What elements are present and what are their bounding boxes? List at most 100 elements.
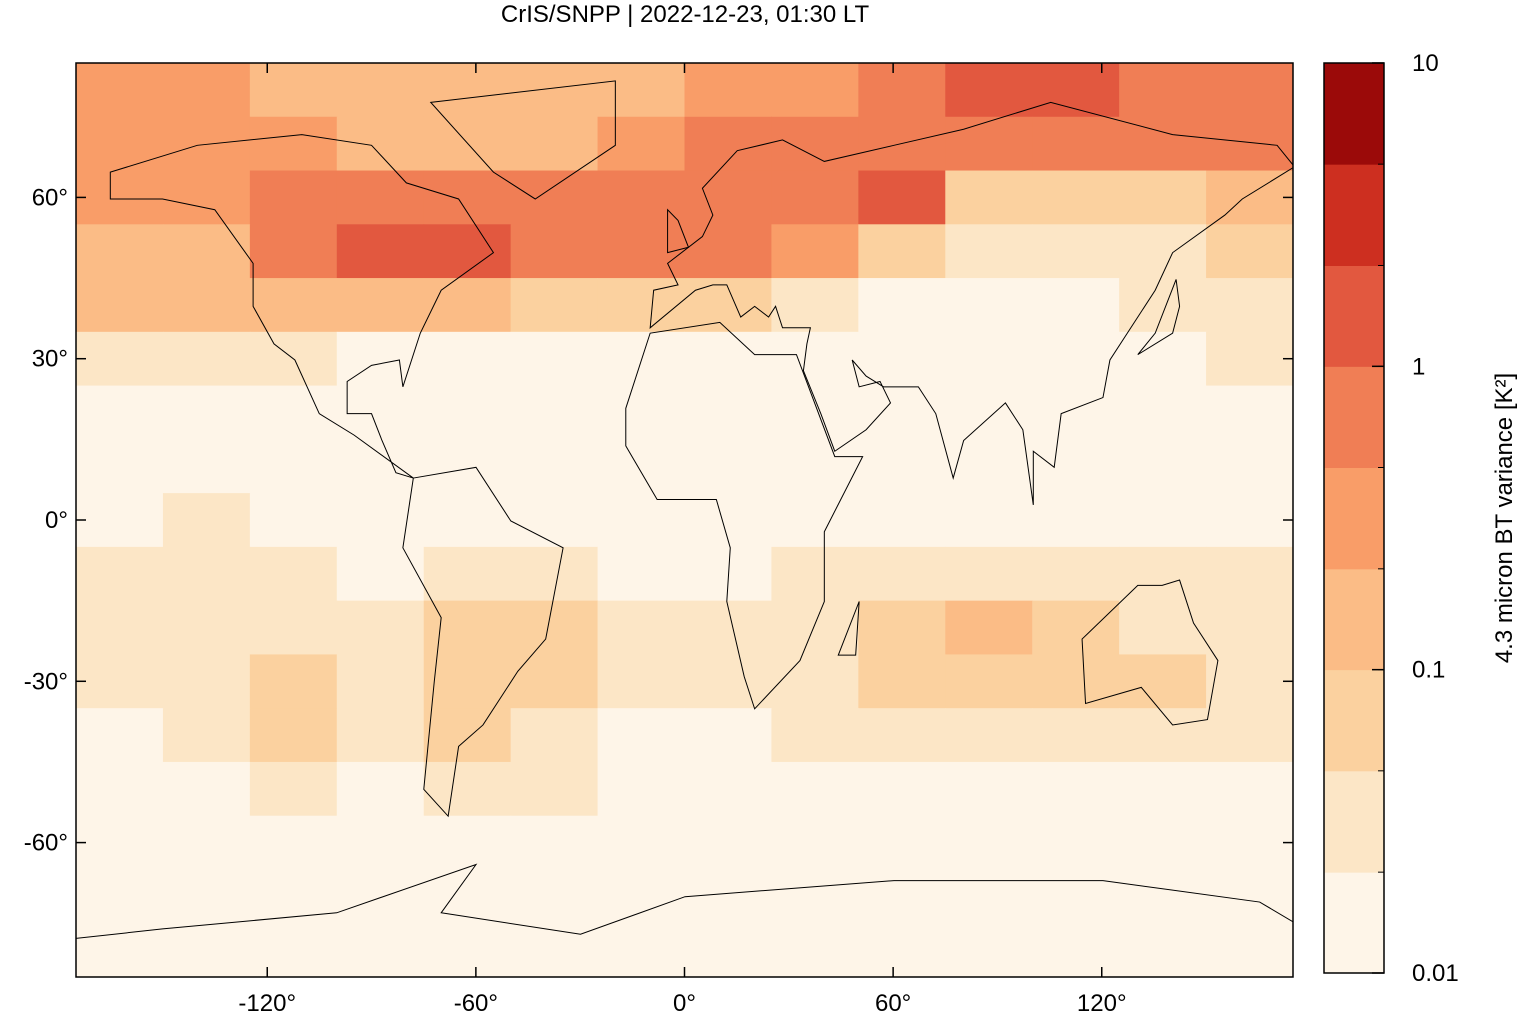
heatmap-cell	[76, 815, 164, 870]
heatmap-cell	[336, 546, 425, 602]
heatmap-cell	[597, 869, 685, 924]
heatmap-cell	[510, 331, 599, 387]
heatmap-cell	[1119, 278, 1207, 333]
heatmap-cell	[249, 761, 338, 817]
heatmap-cell	[1119, 815, 1207, 870]
heatmap-cell	[684, 869, 772, 924]
heatmap-cell	[249, 385, 338, 440]
heatmap-cell	[1032, 170, 1120, 225]
heatmap-cell	[858, 654, 946, 709]
heatmap-cell	[76, 63, 164, 118]
heatmap-cell	[1032, 708, 1120, 763]
y-tick-label: 30°	[32, 346, 68, 373]
heatmap-cell	[1206, 224, 1293, 279]
heatmap-cell	[336, 869, 425, 924]
heatmap-cell	[858, 815, 946, 870]
colorbar-label: 4.3 micron BT variance [K²]	[1491, 373, 1518, 663]
heatmap-cell	[1032, 439, 1120, 494]
heatmap-cell	[162, 170, 251, 225]
colorbar-tick-label: 0.1	[1412, 657, 1445, 684]
heatmap-cell	[1119, 546, 1207, 602]
heatmap-cell	[76, 654, 164, 709]
heatmap-cell	[684, 170, 772, 225]
heatmap-cell	[1032, 493, 1120, 548]
heatmap-cell	[945, 170, 1033, 225]
heatmap-cell	[162, 385, 251, 440]
heatmap-cell	[858, 278, 946, 333]
heatmap-cell	[858, 385, 946, 440]
heatmap-cell	[684, 224, 772, 279]
heatmap-cell	[162, 600, 251, 655]
heatmap-cell	[76, 278, 164, 333]
heatmap-cell	[162, 708, 251, 763]
heatmap-cell	[423, 923, 512, 977]
colorbar-band	[1324, 366, 1384, 468]
heatmap-cell	[945, 278, 1033, 333]
heatmap-cell	[1119, 116, 1207, 172]
heatmap-cell	[162, 761, 251, 817]
heatmap-cell	[1206, 493, 1293, 548]
heatmap-cell	[423, 278, 512, 333]
heatmap-cell	[162, 654, 251, 709]
heatmap-cell	[771, 654, 859, 709]
heatmap-cell	[1032, 869, 1120, 924]
heatmap-cell	[771, 546, 859, 602]
heatmap-cell	[1119, 63, 1207, 118]
colorbar-tick-label: 1	[1412, 353, 1425, 380]
heatmap-cell	[858, 439, 946, 494]
heatmap-cell	[945, 923, 1033, 977]
colorbar-band	[1324, 164, 1384, 266]
coastline	[1082, 580, 1218, 725]
heatmap-cell	[1119, 493, 1207, 548]
heatmap-cell	[249, 63, 338, 118]
heatmap-cell	[1032, 63, 1120, 118]
heatmap-cell	[684, 708, 772, 763]
heatmap-cell	[1206, 116, 1293, 172]
heatmap-cell	[771, 815, 859, 870]
heatmap-cell	[684, 331, 772, 387]
heatmap-cell	[597, 170, 685, 225]
heatmap-cell	[597, 708, 685, 763]
heatmap-cell	[510, 761, 599, 817]
colorbar-band	[1324, 467, 1384, 570]
heatmap-cell	[423, 708, 512, 763]
heatmap-cell	[510, 600, 599, 655]
heatmap-cell	[336, 385, 425, 440]
heatmap-cell	[76, 761, 164, 817]
heatmap-cell	[597, 600, 685, 655]
heatmap-cell	[858, 546, 946, 602]
heatmap-cell	[1206, 331, 1293, 387]
heatmap-cell	[336, 170, 425, 225]
heatmap-cell	[771, 224, 859, 279]
heatmap-cell	[858, 869, 946, 924]
heatmap-cell	[858, 708, 946, 763]
heatmap-cell	[597, 546, 685, 602]
heatmap-cell	[510, 278, 599, 333]
heatmap-cell	[1206, 761, 1293, 817]
heatmap-cell	[1032, 546, 1120, 602]
heatmap-cell	[1032, 600, 1120, 655]
heatmap-cell	[510, 708, 599, 763]
heatmap-cell	[162, 493, 251, 548]
heatmap-cell	[1032, 761, 1120, 817]
heatmap-cell	[1119, 923, 1207, 977]
colorbar-band	[1324, 265, 1384, 367]
heatmap-cell	[1206, 654, 1293, 709]
heatmap-cell	[76, 600, 164, 655]
heatmap-cell	[771, 869, 859, 924]
heatmap-cell	[858, 600, 946, 655]
heatmap-cell	[771, 116, 859, 172]
heatmap-cell	[771, 493, 859, 548]
coastline	[1138, 279, 1180, 354]
heatmap-cell	[249, 493, 338, 548]
heatmap-cell	[684, 923, 772, 977]
heatmap-cell	[684, 654, 772, 709]
heatmap-cell	[249, 224, 338, 279]
heatmap-cell	[945, 546, 1033, 602]
heatmap-cell	[162, 439, 251, 494]
heatmap-cell	[771, 170, 859, 225]
colorbar-band	[1324, 669, 1384, 772]
x-tick-label: 0°	[673, 990, 696, 1017]
heatmap-cell	[76, 708, 164, 763]
